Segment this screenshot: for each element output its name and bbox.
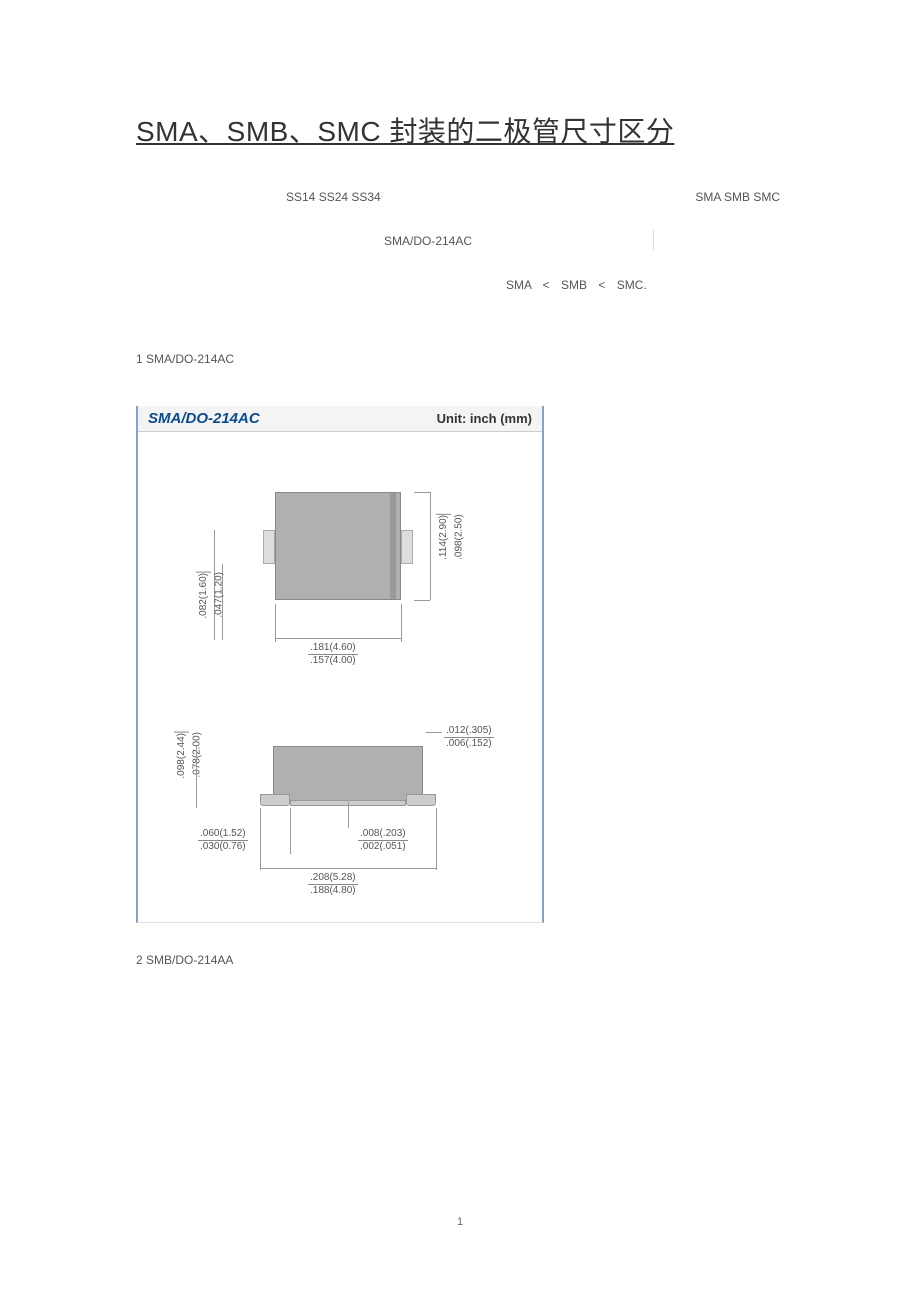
lead-left <box>263 530 275 564</box>
dim-line <box>196 746 197 808</box>
dim-line <box>401 604 402 642</box>
section-2-label: 2 SMB/DO-214AA <box>136 953 784 967</box>
row-size-order: SMA < SMB < SMC. <box>136 278 784 292</box>
dim-line <box>260 868 436 869</box>
intro-row: SS14 SS24 SS34 SMA SMB SMC <box>136 190 784 204</box>
page-title: SMA、SMB、SMC 封装的二极管尺寸区分 <box>136 110 784 150</box>
dim-line <box>275 638 401 639</box>
dim-standoff: .008(.203) .002(.051) <box>358 828 408 852</box>
section-1-label: 1 SMA/DO-214AC <box>136 352 784 366</box>
dim-line <box>426 732 442 733</box>
diagram-unit: Unit: inch (mm) <box>437 411 532 426</box>
intro-right-text: SMA SMB SMC <box>695 190 784 204</box>
dim-line <box>414 492 430 493</box>
top-view <box>263 492 413 600</box>
dim-total-width: .208(5.28) .188(4.80) <box>308 872 358 896</box>
foot-right <box>406 794 436 806</box>
dim-line <box>348 802 349 828</box>
dim-lead-thickness: .012(.305) .006(.152) <box>444 725 494 749</box>
lead-right <box>401 530 413 564</box>
diagram-header: SMA/DO-214AC Unit: inch (mm) <box>138 406 542 432</box>
dim-line <box>430 492 431 600</box>
package-diagram: SMA/DO-214AC Unit: inch (mm) .114(2.90) … <box>136 406 544 923</box>
row-package-name: SMA/DO-214AC <box>136 234 784 248</box>
dim-body-width: .181(4.60) .157(4.00) <box>308 642 358 666</box>
dim-line <box>275 604 276 642</box>
dim-foot: .060(1.52) .030(0.76) <box>198 828 248 852</box>
page: SMA、SMB、SMC 封装的二极管尺寸区分 SS14 SS24 SS34 SM… <box>0 0 920 1047</box>
cathode-band <box>390 493 396 599</box>
diagram-body: .114(2.90) .098(2.50) .082(1.60) .047(1.… <box>138 432 542 922</box>
package-body-side <box>273 746 423 802</box>
intro-left-text: SS14 SS24 SS34 <box>136 190 381 204</box>
dim-line <box>290 808 291 854</box>
diagram-title: SMA/DO-214AC <box>148 410 260 427</box>
foot-left <box>260 794 290 806</box>
dim-body-height: .114(2.90) .098(2.50) <box>436 514 467 560</box>
dim-side-height: .098(2.44) .078(2.00) <box>174 732 205 779</box>
page-number: 1 <box>457 1216 463 1228</box>
dim-line <box>260 808 261 870</box>
package-body-top <box>275 492 401 600</box>
dim-lead-height: .082(1.60) .047(1.20) <box>196 572 227 619</box>
dim-line <box>414 600 430 601</box>
dim-line <box>436 808 437 870</box>
